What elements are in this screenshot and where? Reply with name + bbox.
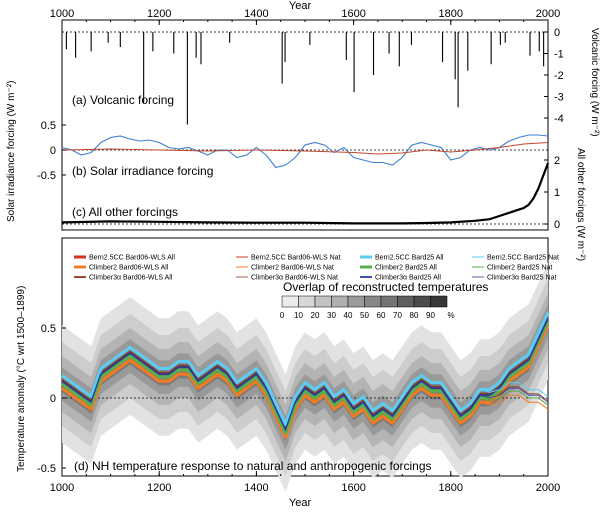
bottom-x-axis: 1000 1200 1400 1600 1800 2000 [50,471,560,494]
temp-y-tick-label: -0.5 [37,463,56,475]
overlap-scale-label: 40 [344,311,353,320]
temp-y-axis-label: Temperature anomaly (°C wrt 1500–1899) [16,286,27,472]
overlap-scale-label: 70 [393,311,402,320]
legend-label: Climber2 Bard25 Nat [487,265,552,272]
volcanic-y-tick-label: -3 [554,92,564,104]
other-y-axis-label: All other forcings (W m⁻²) [575,148,586,261]
reconstruction-overlap-band [62,304,548,450]
legend-label: Climber2 Bard06-WLS Nat [251,265,334,272]
volcanic-y-tick-label: -1 [554,49,564,61]
overlap-scale-label: 60 [377,311,386,320]
overlap-scale-label: 0 [280,311,285,320]
other-y-tick-label: 1 [554,187,560,199]
bottom-x-tick-label: 1800 [439,482,463,494]
overlap-scale-cell [380,295,398,308]
model-series-line [61,351,549,430]
volcanic-annotation: (a) Volcanic forcing [72,93,174,107]
other-y-tick-label: 0 [554,219,560,231]
volcanic-y-axis-label: Volcanic forcing (W m⁻²) [589,28,600,137]
bottom-x-axis-label: Year [289,497,312,509]
overlap-scale-label: 30 [327,311,336,320]
solar-y-tick-label: 0 [50,145,56,157]
solar-y-tick-label: 0.5 [41,120,56,132]
top-x-tick-label: 1400 [244,8,268,20]
top-x-tick-label: 1200 [147,8,171,20]
overlap-scale-cell [331,295,349,308]
overlap-scale-cell [413,295,431,308]
temp-y-tick-label: 0.5 [41,323,56,335]
solar-panel: 0.5 0 -0.5 Solar irradiance forcing (W m⁻²)… [6,81,549,222]
solar-series-line [61,134,549,169]
temp-y-tick-label: 0 [50,393,56,405]
legend-label: Climber3α Bard06-WLS All [89,275,173,282]
volcanic-y-tick-label: -4 [554,113,564,125]
volcanic-panel: 0 -1 -2 -3 -4 Volcanic forcing (W m⁻²) (a) Vol… [62,27,600,137]
overlap-scale-cell [364,295,382,308]
overlap-scale-cell [281,295,299,308]
top-x-axis: 1000 1200 1400 1600 1800 2000 [50,8,560,25]
overlap-scale-label: 10 [294,311,303,320]
top-x-tick-label: 1000 [50,8,74,20]
bottom-x-tick-label: 2000 [536,482,560,494]
overlap-scale-cell [298,295,316,308]
temperature-panel: 0.5 0 -0.5 Temperature anomaly (°C wrt 1500… [16,255,559,492]
temperature-annotation: (d) NH temperature response to natural a… [74,459,432,473]
solar-y-tick-label: -0.5 [37,170,56,182]
solar-annotation: (b) Solar irradiance forcing [72,164,213,178]
other-y-tick-label: 2 [554,155,560,167]
overlap-scale-label: 20 [311,311,320,320]
legend-label: Climber3α Bard25 Nat [487,275,556,282]
overlap-scale-cell [430,295,448,308]
overlap-scale-label: 80 [410,311,419,320]
top-x-tick-label: 2000 [536,8,560,20]
other-forcings-line [61,162,550,225]
bottom-x-tick-label: 1200 [147,482,171,494]
legend-label: Climber2 Bard25 All [375,265,437,272]
top-x-tick-label: 1800 [439,8,463,20]
bottom-x-tick-label: 1600 [341,482,365,494]
legend-label: Climber3α Bard25 All [375,275,441,282]
model-series-line [61,359,549,438]
overlap-scale-label: 90 [426,311,435,320]
volcanic-y-tick-label: -2 [554,70,564,82]
legend-label: Bern2.5CC Bard06-WLS Nat [251,255,341,262]
legend-label: Bern2.5CC Bard06-WLS All [89,255,175,262]
other-forcings-panel: 2 1 0 All other forcings (W m⁻²) (c) All oth… [61,148,586,261]
bottom-x-tick-label: 1000 [50,482,74,494]
solar-series-line [61,142,549,155]
overlap-scale-cell [347,295,365,308]
overlap-scale-cell [397,295,415,308]
top-x-axis-label: Year [289,0,312,12]
top-x-tick-label: 1600 [341,8,365,20]
model-series-line [61,355,549,434]
solar-y-axis-label: Solar irradiance forcing (W m⁻²) [6,81,17,222]
bottom-x-tick-label: 1400 [244,482,268,494]
model-series-line [61,347,549,426]
model-series-line [61,352,549,431]
other-annotation: (c) All other forcings [72,205,178,219]
overlap-scale-cell [314,295,332,308]
overlap-scale-label: 50 [360,311,369,320]
overlap-scale-label: % [447,311,454,320]
overlap-scale-title: Overlap of reconstructed temperatures [283,280,488,294]
legend-label: Bern2.5CC Bard25 Nat [487,255,559,262]
volcanic-y-tick-label: 0 [554,27,560,39]
legend-label: Climber2 Bard06-WLS All [89,265,169,272]
legend-label: Bern2.5CC Bard25 All [375,255,444,262]
legend-label: Climber3α Bard06-WLS Nat [251,275,338,282]
